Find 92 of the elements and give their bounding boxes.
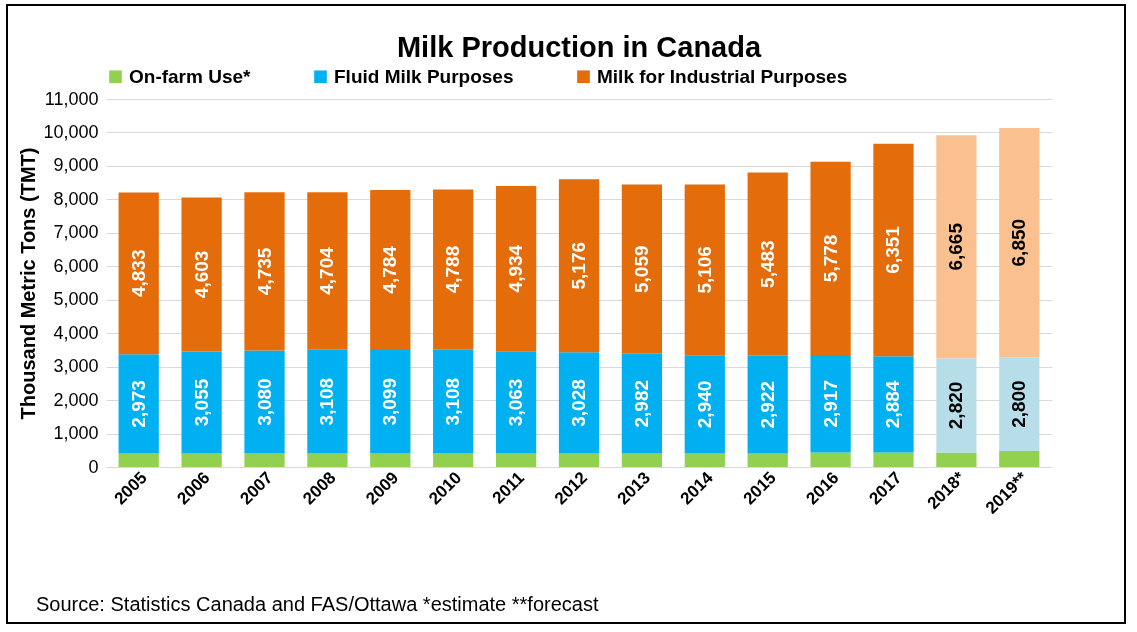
data-label: 4,788 (442, 245, 464, 294)
bar (873, 143, 914, 357)
bar (244, 192, 285, 351)
bar (244, 453, 285, 467)
y-tick-label: 3,000 (53, 356, 99, 377)
data-label: 6,850 (1008, 218, 1030, 267)
y-tick-label: 10,000 (43, 121, 99, 142)
bar (621, 353, 663, 454)
y-tick-label: 11,000 (44, 88, 99, 109)
bar (558, 453, 600, 467)
bar (307, 349, 348, 454)
data-label: 5,176 (568, 241, 589, 290)
bar (307, 453, 348, 467)
data-label: 2,973 (127, 380, 149, 428)
bar (810, 355, 851, 453)
data-label: 6,351 (882, 225, 904, 274)
bar (684, 453, 725, 467)
y-tick-label: 7,000 (53, 222, 99, 243)
data-label: 3,055 (190, 378, 212, 427)
bar (999, 128, 1040, 358)
bar (999, 450, 1040, 467)
data-label: 4,934 (505, 244, 527, 293)
data-label: 5,106 (693, 246, 715, 294)
data-label: 3,108 (316, 377, 338, 426)
data-label: 4,833 (127, 249, 149, 298)
bar (433, 453, 474, 467)
data-label: 2,884 (882, 380, 904, 429)
data-label: 5,059 (630, 245, 652, 294)
data-label: 3,080 (253, 378, 275, 426)
y-tick-label: 6,000 (53, 255, 99, 276)
bar (181, 197, 222, 352)
bar (370, 189, 411, 350)
bar (495, 351, 537, 454)
bar (118, 453, 159, 467)
data-label: 3,108 (442, 377, 464, 426)
bar (433, 349, 474, 454)
data-label: 4,735 (253, 247, 275, 296)
data-label: 2,800 (1008, 380, 1030, 428)
bar (558, 179, 600, 353)
bar (307, 192, 348, 350)
y-tick-label: 1,000 (53, 423, 99, 444)
bar (747, 453, 788, 467)
bar (118, 192, 159, 355)
bar (936, 358, 977, 453)
data-label: 4,603 (190, 250, 212, 299)
bar (433, 189, 474, 350)
bar (873, 452, 914, 467)
data-label: 2,982 (630, 379, 652, 428)
bar (495, 186, 537, 352)
data-label: 2,820 (945, 381, 967, 430)
bar (684, 184, 725, 356)
bar (558, 352, 600, 454)
bar (181, 453, 222, 467)
y-tick-label: 4,000 (53, 322, 99, 343)
data-label: 4,784 (379, 245, 401, 294)
bar (370, 453, 411, 467)
legend-label: On-farm Use* (129, 65, 252, 87)
bar (621, 453, 663, 467)
data-label: 2,940 (693, 380, 715, 429)
y-tick-label: 2,000 (53, 389, 99, 410)
bar (810, 452, 851, 467)
data-label: 3,063 (505, 378, 527, 427)
chart-title: Milk Production in Canada (396, 31, 762, 63)
bar (747, 172, 788, 356)
bar (118, 354, 159, 454)
y-tick-label: 5,000 (53, 289, 99, 310)
bar (495, 453, 537, 467)
bar (370, 349, 411, 454)
bar (244, 350, 285, 454)
y-tick-label: 0 (88, 456, 99, 477)
legend-label: Milk for Industrial Purposes (597, 65, 848, 87)
bar (621, 184, 663, 354)
data-label: 2,917 (819, 380, 841, 428)
bar (810, 161, 851, 356)
bar (936, 452, 977, 467)
data-label: 5,778 (819, 234, 841, 283)
bar (747, 355, 788, 454)
y-tick-label: 8,000 (53, 188, 99, 209)
source-note: Source: Statistics Canada and FAS/Ottawa *estimate **forecast (36, 593, 599, 616)
bar (684, 355, 725, 454)
data-label: 3,099 (379, 378, 401, 426)
bar (873, 356, 914, 453)
bar (181, 351, 222, 454)
y-tick-label: 9,000 (53, 155, 99, 176)
legend-label: Fluid Milk Purposes (334, 65, 514, 87)
bar (936, 135, 977, 359)
y-axis-title: Thousand Metric Tons (TMT) (17, 147, 40, 420)
data-label: 5,483 (756, 240, 778, 288)
data-label: 2,922 (756, 380, 778, 429)
data-label: 4,704 (316, 246, 338, 295)
data-label: 3,028 (568, 379, 589, 427)
data-label: 6,665 (945, 222, 967, 271)
